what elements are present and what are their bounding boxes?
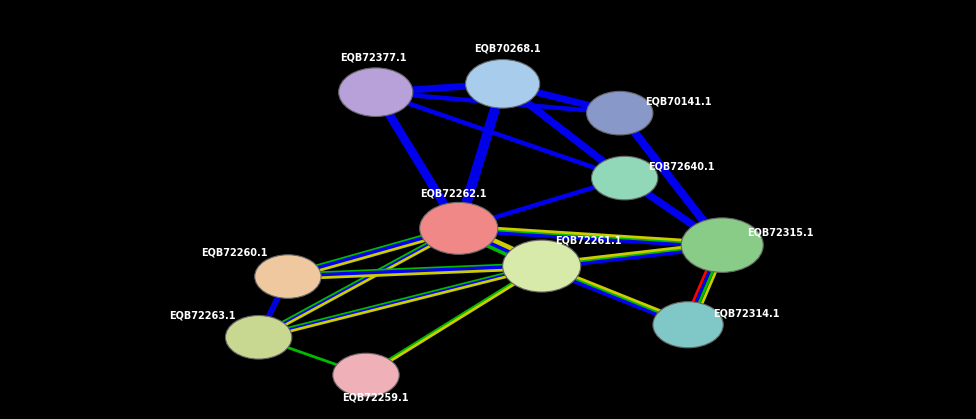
Ellipse shape bbox=[339, 68, 413, 116]
Ellipse shape bbox=[255, 255, 321, 298]
Text: EQB72260.1: EQB72260.1 bbox=[201, 248, 267, 258]
Text: EQB72262.1: EQB72262.1 bbox=[421, 188, 487, 198]
Text: EQB72377.1: EQB72377.1 bbox=[341, 52, 407, 62]
Text: EQB72261.1: EQB72261.1 bbox=[555, 235, 622, 245]
Ellipse shape bbox=[503, 240, 581, 292]
Text: EQB70268.1: EQB70268.1 bbox=[474, 44, 541, 54]
Text: EQB72314.1: EQB72314.1 bbox=[713, 308, 780, 318]
Ellipse shape bbox=[653, 302, 723, 348]
Ellipse shape bbox=[420, 202, 498, 254]
Ellipse shape bbox=[466, 59, 540, 108]
Ellipse shape bbox=[587, 91, 653, 135]
Ellipse shape bbox=[591, 156, 658, 200]
Text: EQB72259.1: EQB72259.1 bbox=[343, 392, 409, 402]
Text: EQB72640.1: EQB72640.1 bbox=[648, 162, 714, 172]
Text: EQB72263.1: EQB72263.1 bbox=[169, 310, 235, 321]
Ellipse shape bbox=[681, 218, 763, 272]
Text: EQB70141.1: EQB70141.1 bbox=[645, 97, 712, 107]
Text: EQB72315.1: EQB72315.1 bbox=[748, 228, 814, 238]
Ellipse shape bbox=[225, 316, 292, 359]
Ellipse shape bbox=[333, 353, 399, 397]
